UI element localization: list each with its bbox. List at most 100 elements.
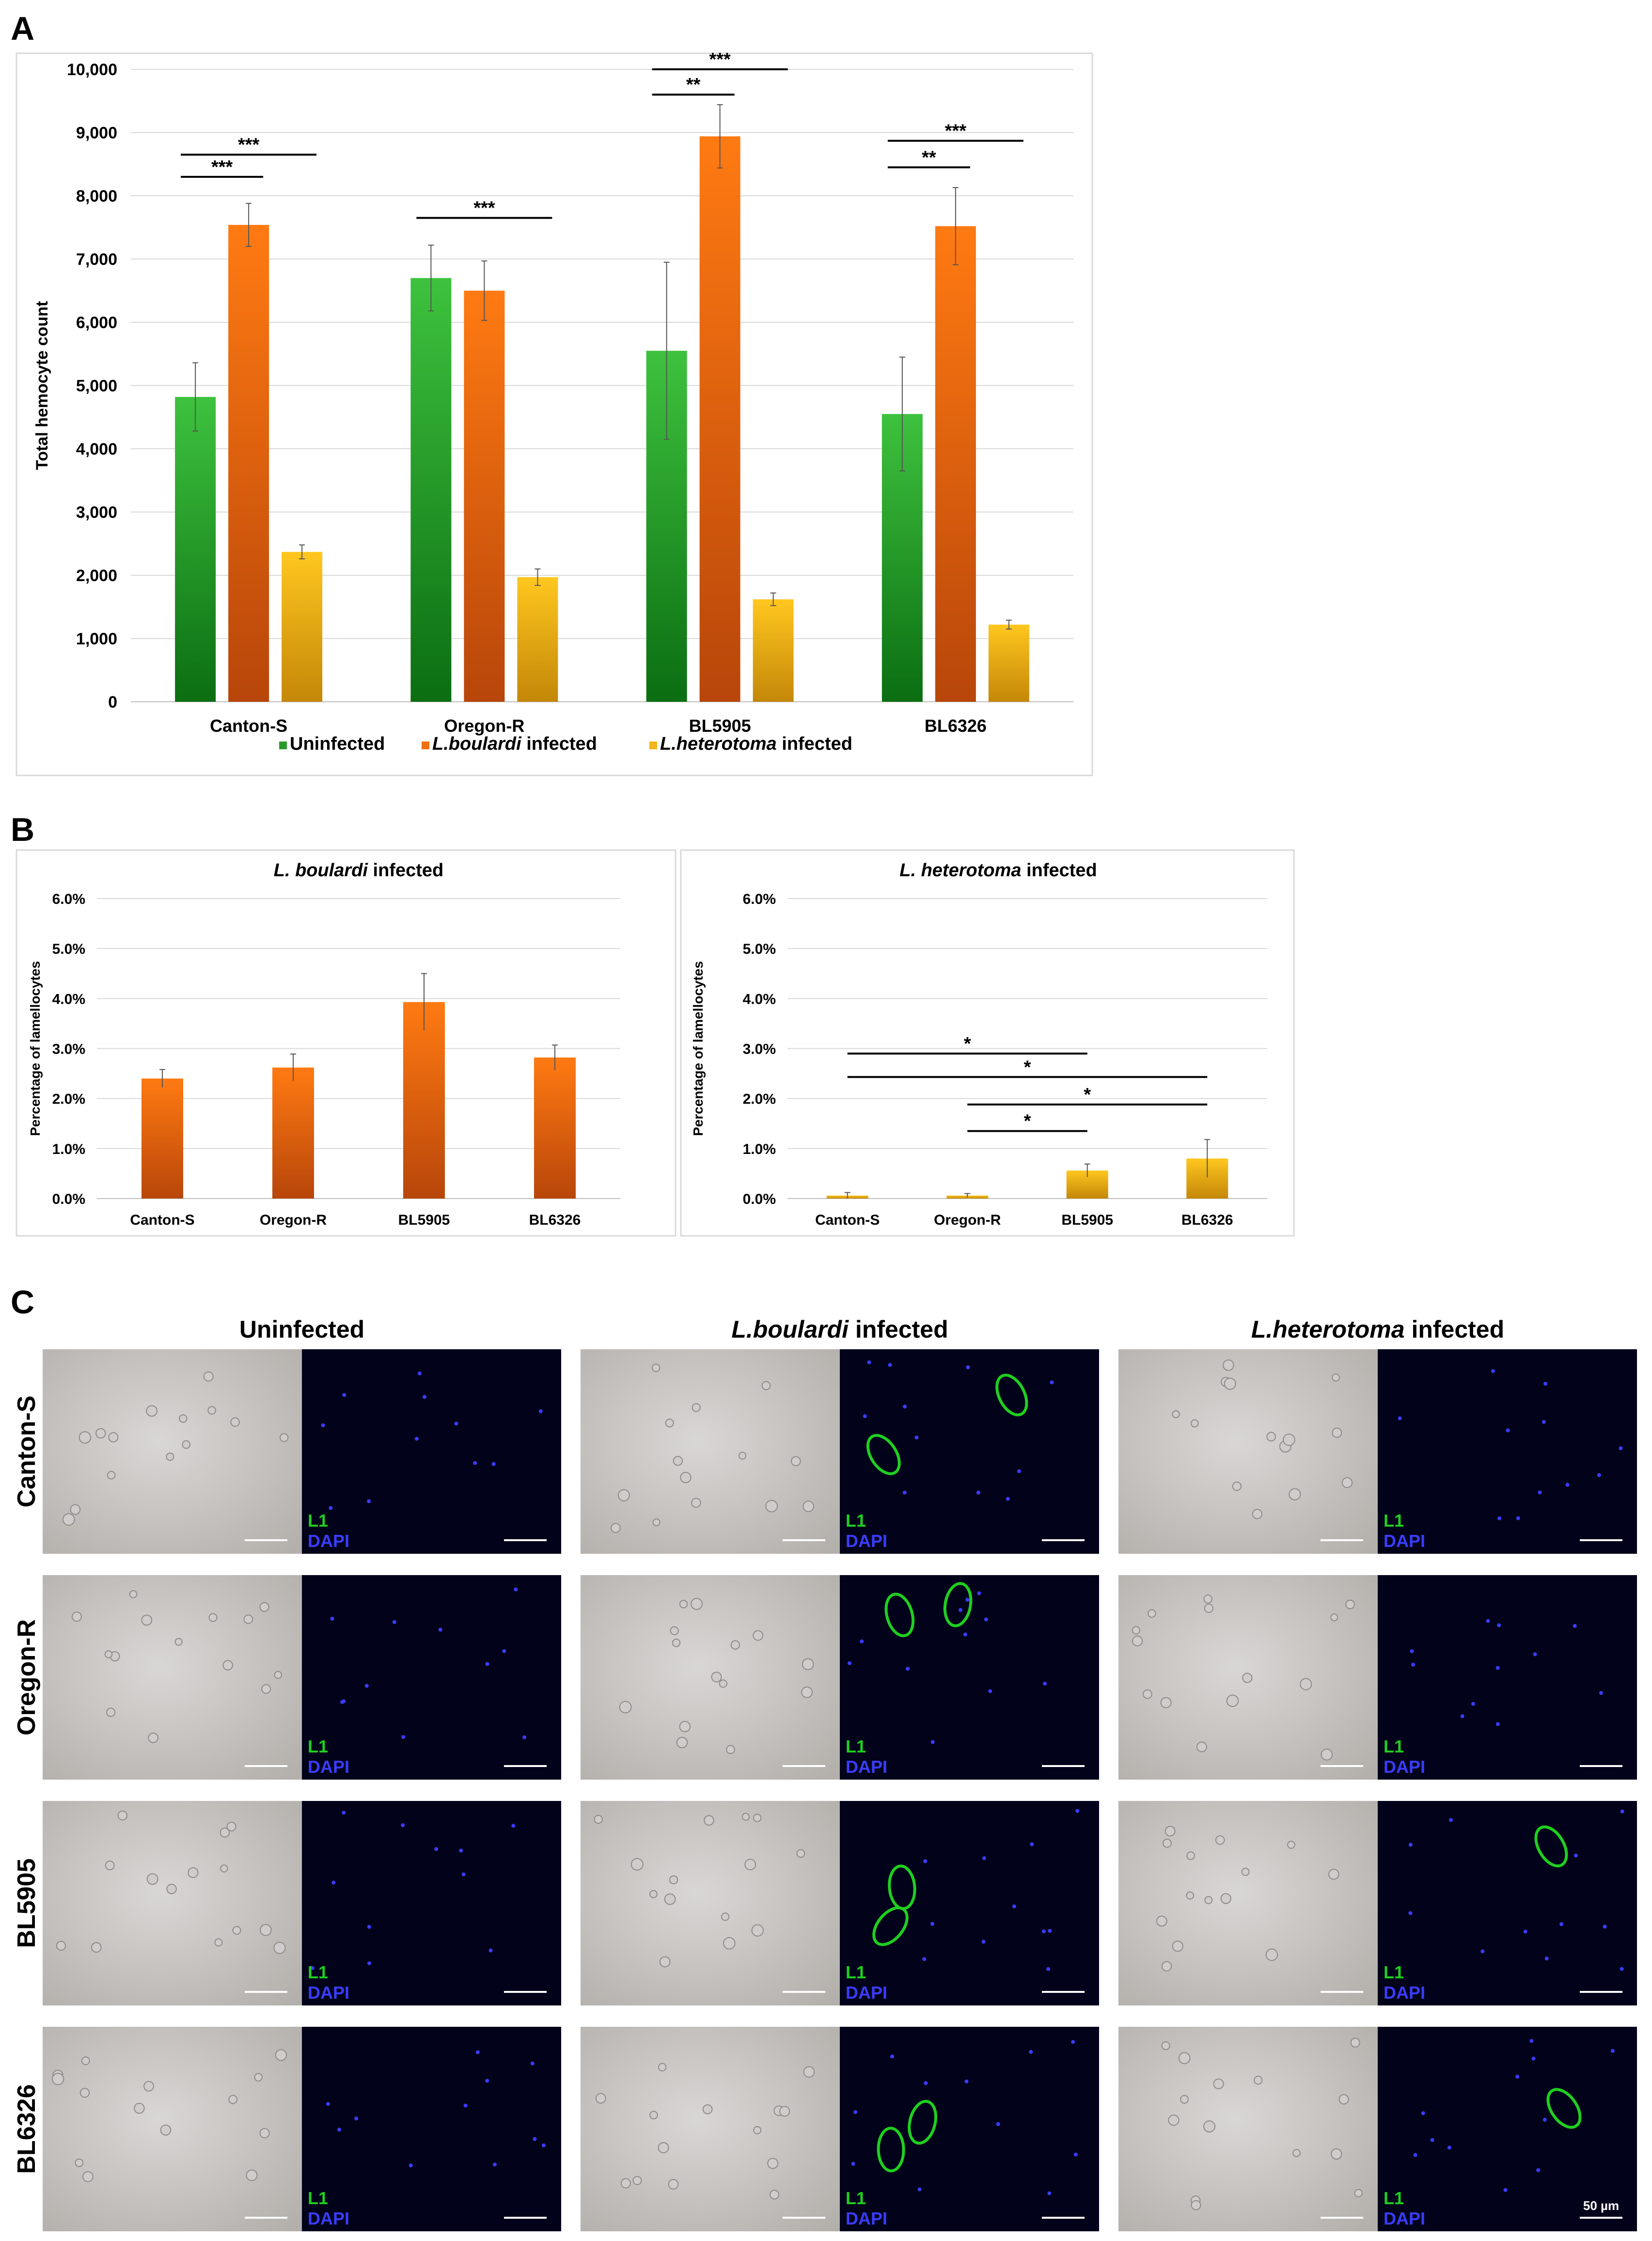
hemocyte-cell (802, 1500, 814, 1512)
lamellocyte-boulardi-chart: L. boulardi infected 0.0% 1.0% 2.0% 3.0% 4.0%… (28, 860, 620, 1228)
dapi-nucleus (917, 2187, 922, 2192)
hemocyte-cell (246, 2169, 258, 2181)
dapi-nucleus (1030, 1842, 1034, 1846)
dapi-nucleus (1410, 1649, 1414, 1653)
hemocyte-cell (1253, 2076, 1263, 2085)
stain-label-dapi: DAPI (1384, 2209, 1425, 2228)
hemocyte-cell (691, 1498, 701, 1508)
hemocyte-cell (691, 1598, 703, 1610)
stain-label-l1: L1 (1384, 1511, 1404, 1531)
dapi-nucleus (511, 1824, 516, 1828)
dapi-nucleus (502, 1649, 506, 1653)
dapi-nucleus (1029, 2050, 1033, 2054)
dapi-nucleus (342, 1393, 346, 1397)
dapi-nucleus (976, 1490, 980, 1495)
dapi-nucleus (337, 2128, 341, 2132)
hemocyte-cell (1332, 1373, 1340, 1382)
y-tick-label: 4.0% (743, 991, 776, 1007)
lamellocyte-l1 (866, 1434, 901, 1475)
dic-image (1118, 2027, 1378, 2231)
hemocyte-cell (203, 1371, 214, 1382)
hemocyte-cell (207, 1406, 216, 1415)
dapi-nucleus (488, 1948, 493, 1953)
dapi-nucleus (1538, 1490, 1542, 1495)
dapi-nucleus (491, 1462, 496, 1466)
hemocyte-cell (744, 1859, 756, 1871)
legend-swatch (279, 742, 287, 749)
dapi-nucleus (1421, 2111, 1425, 2115)
hemocyte-cell (1213, 2078, 1224, 2089)
hemocyte-cell (1161, 1961, 1172, 1972)
scale-bar-label: 50 µm (1583, 2198, 1619, 2213)
dapi-nucleus (1544, 1957, 1549, 1961)
hemocyte-cell (1172, 1410, 1180, 1419)
dapi-nucleus (1071, 2040, 1075, 2044)
hemocyte-cell (56, 1941, 66, 1951)
x-tick-label: Canton-S (130, 1212, 194, 1228)
dapi-nucleus (1536, 2168, 1541, 2172)
stain-label-l1: L1 (1384, 2188, 1404, 2208)
y-tick-label: 1,000 (76, 630, 117, 648)
hemocyte-cell (801, 1686, 813, 1698)
dic-image (581, 1801, 840, 2005)
hemocyte-cell (665, 1419, 674, 1428)
hemocyte-cell (803, 2066, 815, 2078)
stain-label-dapi: DAPI (1384, 1983, 1425, 2003)
hemocyte-cell (739, 1452, 747, 1460)
bar-canton-s (142, 1078, 183, 1199)
dapi-nucleus (1408, 1911, 1413, 1915)
dapi-nucleus (966, 1365, 970, 1370)
dapi-nucleus (367, 1961, 372, 1965)
dapi-nucleus (438, 1627, 442, 1632)
dapi-nucleus (461, 1872, 466, 1877)
hemocyte-cell (670, 1626, 679, 1636)
dapi-nucleus (401, 1735, 406, 1739)
hemocyte-cell (1172, 1941, 1183, 1952)
x-tick-label: Canton-S (210, 716, 287, 736)
hemocyte-cell (1168, 2115, 1180, 2126)
fluorescence-image (840, 2027, 1099, 2231)
hemocyte-cell (117, 1810, 128, 1821)
stain-label-dapi: DAPI (308, 1757, 349, 1777)
hemocyte-cell (1164, 1826, 1176, 1837)
hemocyte-cell (1161, 2041, 1170, 2051)
y-tick-label: 7,000 (76, 251, 117, 269)
dapi-nucleus (1542, 1420, 1546, 1424)
dapi-nucleus (326, 2102, 330, 2106)
hemocyte-cell (220, 1864, 228, 1873)
dapi-nucleus (982, 1856, 986, 1861)
panel-a-letter: A (11, 10, 34, 47)
dapi-nucleus (364, 1684, 369, 1688)
legend-swatch (422, 742, 429, 749)
hemocyte-cell (1223, 1359, 1234, 1371)
column-header: L.heterotoma infected (1251, 1316, 1504, 1343)
hemocyte-cell (70, 1504, 81, 1515)
y-tick-label: 5,000 (76, 377, 117, 395)
bar-l-heterotoma-infected-canton-s (282, 552, 323, 702)
dapi-nucleus (401, 1823, 405, 1828)
dapi-nucleus (1046, 1967, 1051, 1971)
dapi-nucleus (1620, 1809, 1624, 1814)
y-axis-label: Total hemocyte count (33, 301, 51, 470)
dapi-nucleus (1398, 1416, 1402, 1420)
y-axis-label: Percentage of lamellocytes (691, 961, 706, 1136)
hemocyte-cell (1190, 1419, 1199, 1428)
y-tick-label: 6.0% (743, 891, 776, 907)
hemocyte-cell (723, 1937, 736, 1950)
hemocyte-cell (146, 1405, 158, 1417)
hemocyte-cell (108, 1432, 119, 1443)
hemocyte-cell (630, 1858, 644, 1871)
dapi-nucleus (473, 1461, 477, 1465)
y-tick-label: 4,000 (76, 440, 117, 458)
dapi-nucleus (1050, 1380, 1054, 1385)
hemocyte-cell (1354, 2189, 1363, 2197)
dapi-nucleus (906, 1667, 910, 1671)
hemocyte-cell (143, 2081, 155, 2092)
hemocyte-cell (620, 2178, 631, 2189)
x-tick-label: BL5905 (1061, 1212, 1113, 1228)
dapi-nucleus (354, 2116, 359, 2121)
dapi-nucleus (996, 2122, 1000, 2126)
dapi-nucleus (1471, 1702, 1475, 1706)
bar-l-heterotoma-infected-bl6326 (988, 624, 1029, 702)
x-tick-label: BL5905 (398, 1212, 450, 1228)
